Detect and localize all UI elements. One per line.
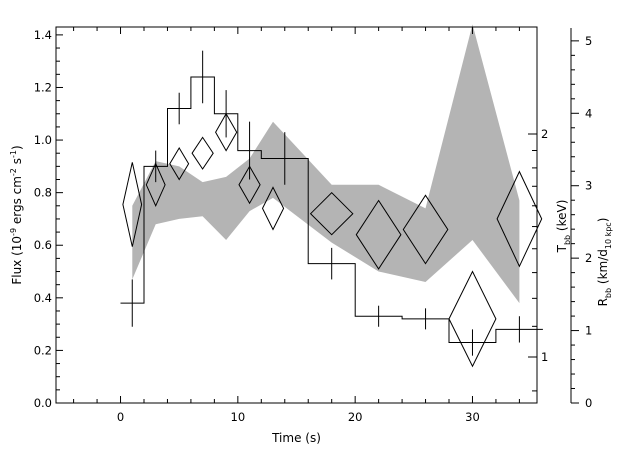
flux-tick-label: 0.8 — [34, 186, 52, 200]
flux-tick-label: 0.6 — [34, 238, 52, 252]
flux-tick-label: 1.0 — [34, 133, 52, 147]
flux-label-exp3: -1 — [9, 150, 18, 158]
radius-tick-label: 2 — [585, 251, 592, 265]
flux-label-exp1: -9 — [9, 228, 18, 236]
temperature-diamond — [191, 136, 214, 170]
flux-tick-label: 0.0 — [34, 396, 52, 410]
temperature-diamond — [402, 194, 449, 265]
radius-tick-label: 1 — [585, 324, 592, 338]
r-label-close: ) — [596, 218, 610, 223]
kt-label-rest: (keV) — [555, 200, 569, 235]
radius-band — [132, 24, 520, 304]
r-label-sub2: 10 kpc — [604, 222, 613, 249]
radius-tick-label: 4 — [585, 106, 592, 120]
flux-label-close: ) — [10, 145, 24, 150]
flux-label-mid: ergs cm — [10, 176, 24, 228]
plot-frame — [55, 26, 538, 404]
temperature-diamond — [355, 199, 402, 270]
x-tick-label: 20 — [348, 410, 363, 424]
temperature-tick-label: 2 — [541, 127, 548, 141]
flux-label-s: s — [10, 158, 24, 168]
temperature-diamond — [261, 186, 285, 231]
kt-label-main: T — [555, 244, 569, 253]
x-tick-label: 0 — [117, 410, 124, 424]
flux-tick-label: 1.4 — [34, 28, 52, 42]
radius-tick-label: 0 — [585, 396, 592, 410]
flux-histogram-line — [120, 76, 543, 343]
temperature-diamond — [169, 147, 190, 181]
x-axis-label: Time (s) — [271, 431, 321, 445]
kt-label-sub: bb — [563, 235, 572, 245]
temperature-diamond — [122, 162, 143, 247]
flux-label-main: Flux (10 — [10, 236, 24, 285]
y-axis-label-temperature: Tbb (keV) — [555, 200, 572, 254]
radius-tick-label: 5 — [585, 34, 592, 48]
radius-band-layer — [132, 24, 520, 304]
flux-tick-label: 0.2 — [34, 343, 52, 357]
temperature-diamond — [448, 270, 497, 368]
x-tick-label: 30 — [465, 410, 480, 424]
y-axis-label-radius: Rbb (km/d10 kpc) — [596, 218, 613, 307]
temperature-diamond-layer — [122, 112, 543, 368]
temperature-diamond — [309, 191, 354, 236]
temperature-diamond — [145, 162, 166, 208]
temperature-diamond — [238, 165, 261, 205]
x-tick-label: 10 — [231, 410, 246, 424]
r-label-main: R — [596, 298, 610, 306]
temperature-diamond — [215, 112, 238, 152]
r-label-mid: (km/d — [596, 249, 610, 288]
temperature-diamond — [496, 170, 543, 268]
y-axis-label-flux: Flux (10-9 ergs cm-2 s-1) — [9, 145, 24, 284]
flux-tick-label: 1.2 — [34, 80, 52, 94]
temperature-tick-label: 1 — [541, 350, 548, 364]
flux-tick-label: 0.4 — [34, 291, 52, 305]
r-label-sub1: bb — [604, 288, 613, 298]
radius-tick-label: 3 — [585, 179, 592, 193]
flux-label-exp2: -2 — [9, 168, 18, 176]
